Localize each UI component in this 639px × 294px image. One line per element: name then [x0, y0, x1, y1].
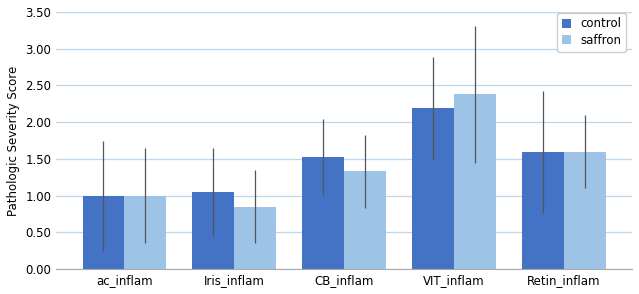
Bar [125, 196, 166, 269]
Y-axis label: Pathologic Severity Score: Pathologic Severity Score [7, 66, 20, 216]
Bar [564, 152, 606, 269]
Legend: control, saffron: control, saffron [557, 13, 626, 52]
Bar [192, 192, 235, 269]
Bar [82, 196, 125, 269]
Bar [302, 157, 344, 269]
Bar [522, 152, 564, 269]
Bar [454, 94, 496, 269]
Bar [344, 171, 386, 269]
Bar [235, 207, 276, 269]
Bar [412, 108, 454, 269]
